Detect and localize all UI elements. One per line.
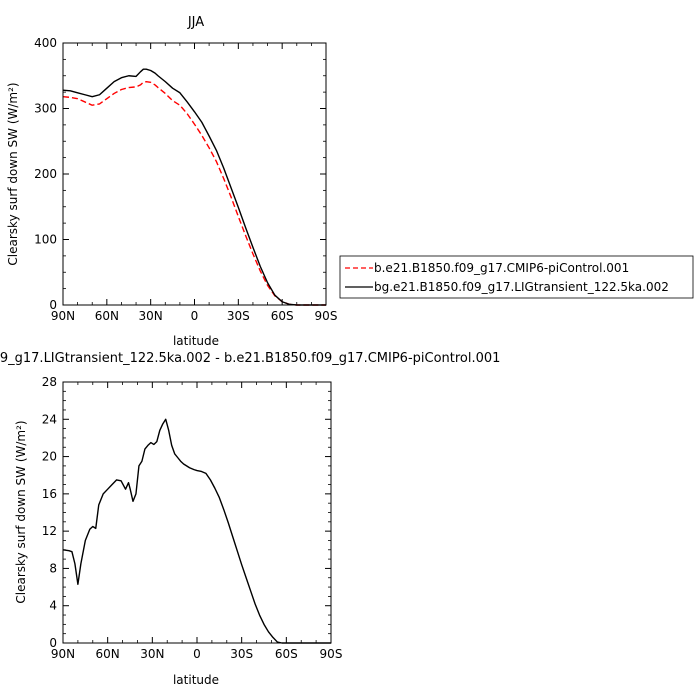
top-chart-y-tick-label: 0 [49, 298, 57, 312]
top-chart-y-tick-label: 400 [34, 36, 57, 50]
bottom-chart-ticks: 90N 60N 30N 0 30S 60S 90S 0 4 8 12 16 20 24 28 [42, 375, 343, 661]
bottom-chart-x-axis-label: latitude [173, 673, 219, 687]
top-chart-series-line-picontrol [62, 80, 326, 306]
bottom-chart-y-tick-label: 12 [42, 524, 57, 538]
top-chart-x-tick-label: 30N [139, 309, 163, 323]
bottom-chart-x-tick-label: 30S [230, 647, 253, 661]
bottom-chart-y-tick-label: 4 [49, 599, 57, 613]
top-chart-x-tick-label: 90N [51, 309, 75, 323]
top-chart-title: JJA [187, 15, 204, 30]
bottom-chart-y-tick-label: 0 [49, 636, 57, 650]
top-chart-series-line-ligtransient [62, 68, 326, 306]
top-chart-y-tick-label: 300 [34, 102, 57, 116]
top-chart-x-tick-label: 90S [315, 309, 338, 323]
top-chart-panel: JJA Clearsky surf down SW (W/m²) latitud… [6, 15, 337, 348]
bottom-chart-x-tick-label: 60S [275, 647, 298, 661]
bottom-chart-y-tick-label: 20 [42, 450, 57, 464]
bottom-chart-y-tick-label: 16 [42, 487, 57, 501]
top-chart-x-axis-label: latitude [173, 334, 219, 348]
bottom-chart-y-tick-label: 24 [42, 412, 57, 426]
bottom-chart-y-tick-label: 28 [42, 375, 57, 389]
bottom-chart-y-axis-label: Clearsky surf down SW (W/m²) [14, 420, 28, 603]
bottom-chart-series [62, 418, 331, 644]
bottom-chart-title: bg.e21.B1850.f09_g17.LIGtransient_122.5k… [0, 351, 500, 366]
top-chart-x-tick-label: 60S [271, 309, 294, 323]
bottom-chart-series-line-difference [62, 418, 331, 644]
legend: b.e21.B1850.f09_g17.CMIP6-piControl.001 … [339, 255, 694, 299]
bottom-chart-x-tick-label: 30N [140, 647, 164, 661]
bottom-chart-x-tick-label: 0 [193, 647, 201, 661]
top-chart-x-tick-label: 60N [95, 309, 119, 323]
top-chart-y-tick-label: 200 [34, 167, 57, 181]
legend-box [339, 255, 694, 299]
legend-label-ligtransient: bg.e21.B1850.f09_g17.LIGtransient_122.5k… [374, 280, 669, 294]
bottom-chart-x-tick-label: 60N [96, 647, 120, 661]
bottom-chart-panel: bg.e21.B1850.f09_g17.LIGtransient_122.5k… [0, 351, 500, 687]
top-chart-ticks: 90N 60N 30N 0 30S 60S 90S 0 100 200 300 400 [34, 36, 337, 323]
top-chart-series [62, 68, 326, 306]
top-chart-y-tick-label: 100 [34, 233, 57, 247]
legend-label-picontrol: b.e21.B1850.f09_g17.CMIP6-piControl.001 [374, 261, 629, 275]
bottom-chart-frame [62, 381, 332, 644]
top-chart-x-tick-label: 0 [191, 309, 199, 323]
top-chart-y-axis-label: Clearsky surf down SW (W/m²) [6, 82, 20, 265]
bottom-chart-y-tick-label: 8 [49, 561, 57, 575]
bottom-chart-x-tick-label: 90S [320, 647, 343, 661]
top-chart-x-tick-label: 30S [227, 309, 250, 323]
bottom-chart-x-tick-label: 90N [51, 647, 75, 661]
top-chart-frame [62, 42, 327, 306]
